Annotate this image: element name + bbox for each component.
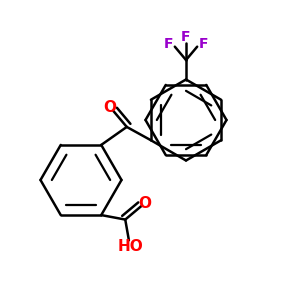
Text: F: F <box>181 30 191 44</box>
Text: HO: HO <box>118 239 143 254</box>
Text: O: O <box>139 196 152 211</box>
Text: O: O <box>103 100 116 115</box>
Text: F: F <box>164 37 173 51</box>
Text: F: F <box>199 37 208 51</box>
